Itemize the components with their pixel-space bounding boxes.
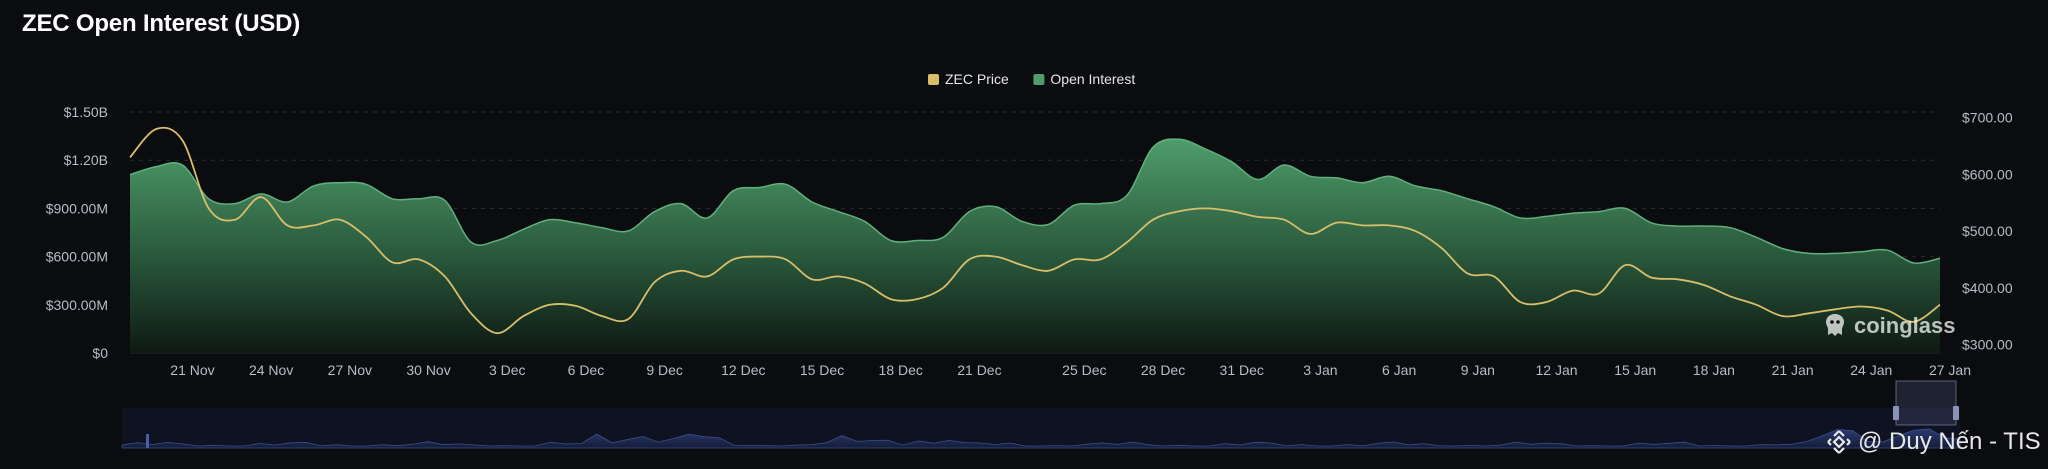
y-left-tick-label: $900.00M (46, 200, 108, 216)
x-tick-label: 30 Nov (406, 362, 450, 378)
y-left-tick-label: $300.00M (46, 297, 108, 313)
x-tick-label: 3 Dec (489, 362, 526, 378)
x-tick-label: 28 Dec (1141, 362, 1185, 378)
x-tick-label: 12 Dec (721, 362, 765, 378)
y-axis-right: $300.00 $400.00 $500.00 $600.00 $700.00 (1962, 110, 2013, 353)
x-tick-label: 31 Dec (1220, 362, 1264, 378)
x-tick-label: 27 Nov (328, 362, 372, 378)
y-axis-left: $0 $300.00M $600.00M $900.00M $1.20B $1.50B (46, 104, 108, 361)
coinglass-watermark: coinglass (1822, 312, 1955, 340)
open-interest-series (129, 138, 1941, 353)
coinglass-logo-icon (1826, 314, 1844, 336)
legend-label: Open Interest (1050, 71, 1135, 87)
y-right-tick-label: $300.00 (1962, 336, 2013, 352)
navigator-area (121, 428, 1961, 449)
y-right-tick-label: $700.00 (1962, 110, 2013, 126)
y-left-tick-label: $1.20B (64, 152, 108, 168)
y-left-tick-label: $1.50B (64, 104, 108, 120)
open-interest-line (129, 138, 1941, 264)
credit-text: @ Duy Nến - TIS (1858, 428, 2041, 455)
y-left-tick-label: $0 (92, 345, 108, 361)
x-tick-label: 18 Jan (1693, 362, 1735, 378)
y-left-tick-label: $600.00M (46, 249, 108, 265)
x-tick-label: 12 Jan (1535, 362, 1577, 378)
zec-price-series (129, 126, 1941, 335)
x-tick-label: 18 Dec (879, 362, 923, 378)
y-right-tick-label: $600.00 (1962, 166, 2013, 182)
y-right-tick-label: $400.00 (1962, 280, 2013, 296)
zec-price-line (129, 126, 1941, 335)
legend-label: ZEC Price (945, 71, 1009, 87)
x-tick-label: 24 Nov (249, 362, 293, 378)
navigator[interactable] (121, 380, 1961, 449)
binance-logo-icon (1827, 430, 1851, 454)
credit: @ Duy Nến - TIS (1826, 428, 2041, 456)
x-tick-label: 21 Jan (1772, 362, 1814, 378)
legend-swatch (928, 74, 939, 85)
x-tick-label: 3 Jan (1303, 362, 1337, 378)
navigator-left-handle[interactable] (146, 434, 149, 448)
x-tick-label: 9 Jan (1461, 362, 1495, 378)
x-tick-label: 21 Dec (957, 362, 1001, 378)
legend-item-open-interest[interactable]: Open Interest (1033, 71, 1135, 87)
legend-swatch (1033, 74, 1045, 85)
x-tick-label: 24 Jan (1850, 362, 1892, 378)
x-tick-label: 15 Jan (1614, 362, 1656, 378)
legend: ZEC Price Open Interest (928, 71, 1135, 87)
x-tick-label: 27 Jan (1929, 362, 1971, 378)
x-tick-label: 25 Dec (1062, 362, 1106, 378)
x-tick-label: 21 Nov (170, 362, 214, 378)
chart-title: ZEC Open Interest (USD) (22, 10, 301, 37)
x-tick-label: 6 Dec (568, 362, 605, 378)
x-axis: 21 Nov 24 Nov 27 Nov 30 Nov 3 Dec 6 Dec 9 Dec 1… (170, 362, 1971, 378)
navigator-handle-left[interactable] (1893, 406, 1899, 420)
x-tick-label: 15 Dec (800, 362, 844, 378)
x-tick-label: 6 Jan (1382, 362, 1416, 378)
navigator-selection[interactable] (1895, 380, 1957, 426)
x-tick-label: 9 Dec (646, 362, 683, 378)
open-interest-area (130, 139, 1940, 353)
legend-item-zec-price[interactable]: ZEC Price (928, 71, 1009, 87)
watermark-text: coinglass (1854, 313, 1956, 338)
y-right-tick-label: $500.00 (1962, 223, 2013, 239)
navigator-handle-right[interactable] (1953, 406, 1959, 420)
